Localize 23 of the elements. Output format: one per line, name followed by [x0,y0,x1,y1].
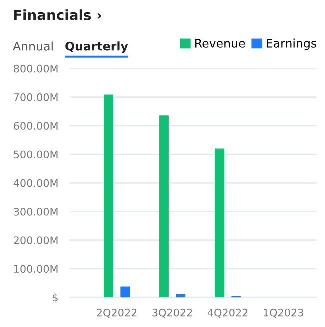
x-tick-label: 1Q2023 [264,308,304,318]
bar [120,286,130,298]
y-tick-label: 800.00M [14,64,58,73]
y-tick-label: $ [53,294,58,304]
text: Quarterly [66,42,128,54]
y-tick-label: 700.00M [14,94,58,102]
x-tick-label: 4Q2022 [208,308,248,318]
y-tick-label: 300.00M [14,208,58,216]
y-tick-label: 200.00M [14,236,58,244]
legend-label: Revenue [196,39,246,48]
text: Annual [13,42,53,51]
y-tick-label: 600.00M [14,122,58,130]
bar [104,94,114,298]
chart-title: Financials › [14,10,102,20]
x-tick-label: 2Q2022 [97,308,137,318]
bar [176,294,186,298]
x-tick-label: 3Q2022 [152,308,192,318]
y-tick-label: 100.00M [14,265,58,274]
y-tick-label: 400.00M [14,179,58,188]
bar [160,116,169,298]
bar [215,148,224,298]
y-tick-label: 500.00M [14,150,58,159]
legend-label: Earnings [267,38,317,50]
